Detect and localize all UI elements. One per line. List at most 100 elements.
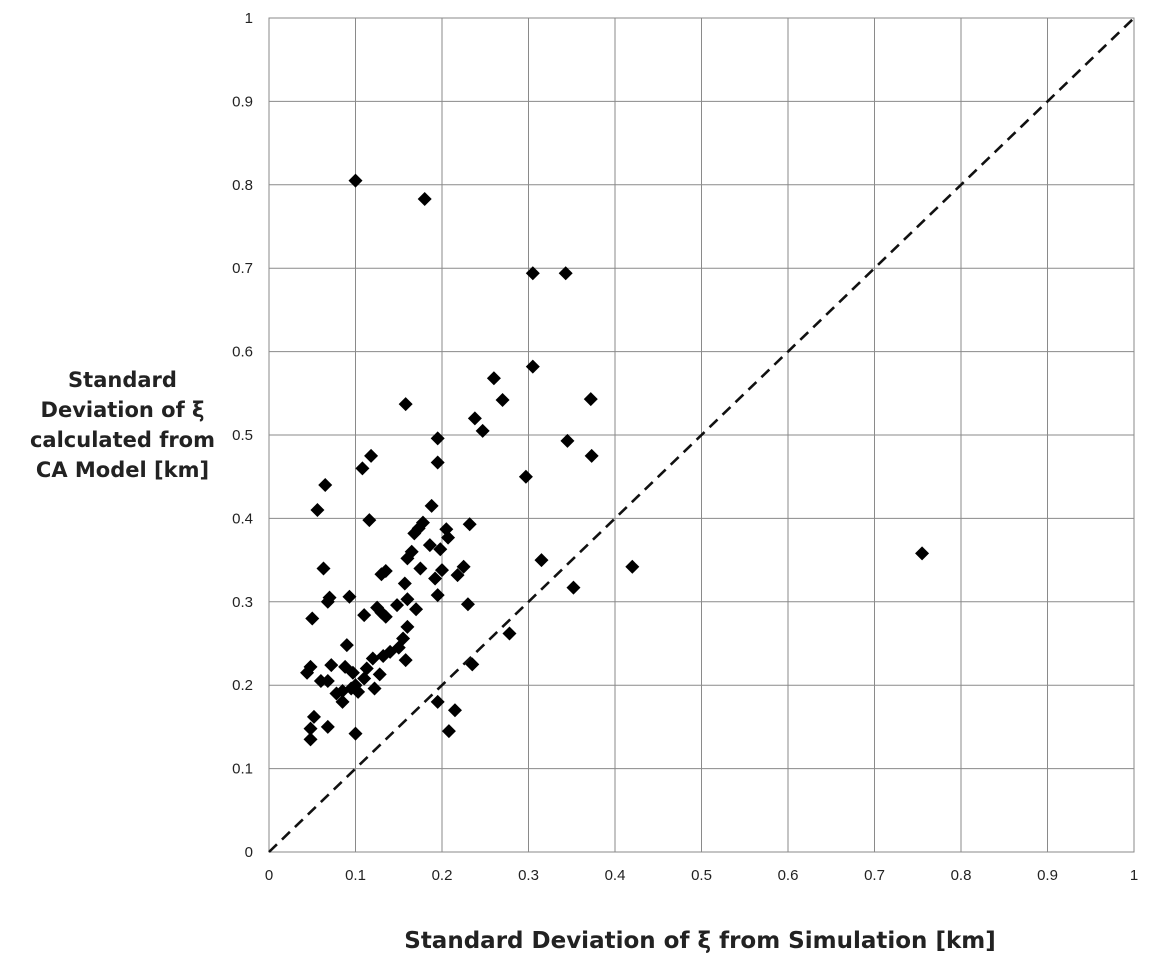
data-point <box>433 542 448 557</box>
data-point <box>435 563 449 578</box>
data-point <box>566 580 581 595</box>
data-point <box>447 703 462 718</box>
x-tick-label: 0.3 <box>518 867 539 884</box>
y-axis-title: Standard Deviation of ξ calculated from … <box>10 365 235 485</box>
x-tick-label: 0.7 <box>864 867 885 884</box>
data-point <box>348 173 363 188</box>
y-axis-title-line: CA Model [km] <box>35 458 210 482</box>
data-point <box>424 498 439 513</box>
data-point <box>303 732 318 747</box>
y-tick-label: 0.7 <box>232 260 253 277</box>
data-point <box>407 526 422 541</box>
data-point <box>351 684 366 699</box>
y-tick-label: 0.3 <box>232 594 253 611</box>
data-point <box>306 709 321 724</box>
data-point <box>318 478 333 493</box>
data-point <box>329 686 344 701</box>
reference-line <box>268 17 1135 853</box>
data-point <box>525 266 540 281</box>
data-point <box>316 561 331 576</box>
y-axis-title-line: Deviation of ξ <box>40 398 205 422</box>
y-tick-label: 0.4 <box>232 510 253 527</box>
data-point <box>345 665 360 680</box>
data-point <box>364 448 379 463</box>
data-point <box>355 461 370 476</box>
data-point <box>348 726 363 741</box>
data-point <box>398 653 413 668</box>
data-point <box>413 561 428 576</box>
data-point <box>428 571 443 586</box>
data-point <box>560 433 575 448</box>
data-point <box>374 567 389 582</box>
y-tick-label: 0.9 <box>232 93 253 110</box>
y-tick-label: 0.6 <box>232 344 253 361</box>
data-point <box>502 626 517 641</box>
x-tick-label: 0.9 <box>1037 867 1058 884</box>
x-tick-label: 0.1 <box>345 867 366 884</box>
y-tick-label: 0.5 <box>232 427 253 444</box>
data-point <box>467 411 482 426</box>
data-point <box>518 469 533 484</box>
x-tick-label: 0.8 <box>951 867 972 884</box>
grid-lines <box>268 17 1135 853</box>
data-point <box>465 657 480 672</box>
x-tick-label: 1 <box>1130 867 1138 884</box>
data-point <box>320 594 335 609</box>
y-tick-label: 0.1 <box>232 761 253 778</box>
data-point <box>430 431 445 446</box>
data-point <box>303 721 318 736</box>
reference-line-group <box>268 17 1135 853</box>
y-axis-ticks: 0 0.1 0.2 0.3 0.4 0.5 0.6 0.7 0.8 0.9 1 <box>232 10 253 861</box>
y-axis-title-line: Standard <box>68 368 177 392</box>
data-point <box>409 602 424 617</box>
data-point <box>430 588 445 603</box>
data-point <box>357 608 372 623</box>
data-point <box>339 638 354 653</box>
x-axis-ticks: 0 0.1 0.2 0.3 0.4 0.5 0.6 0.7 0.8 0.9 1 <box>265 867 1138 884</box>
data-point <box>430 694 445 709</box>
data-point <box>430 455 445 470</box>
x-tick-label: 0 <box>265 867 273 884</box>
data-point <box>400 551 415 566</box>
x-tick-label: 0.4 <box>605 867 626 884</box>
data-point <box>305 611 320 626</box>
data-point <box>359 661 374 676</box>
x-tick-label: 0.6 <box>778 867 799 884</box>
data-point <box>378 609 393 624</box>
data-point <box>400 592 415 607</box>
data-point <box>397 576 412 591</box>
data-point <box>390 598 405 613</box>
data-point <box>357 671 372 686</box>
data-point <box>558 266 573 281</box>
data-point <box>417 191 432 206</box>
data-point <box>342 589 357 604</box>
data-point <box>625 559 640 574</box>
x-axis-title: Standard Deviation of ξ from Simulation … <box>404 928 995 954</box>
data-point <box>362 513 377 528</box>
data-point <box>365 651 380 666</box>
data-point <box>534 553 549 568</box>
data-point <box>398 397 413 412</box>
data-point <box>324 658 339 673</box>
data-point <box>372 667 387 682</box>
data-point <box>486 371 501 386</box>
data-point <box>441 530 456 545</box>
data-point <box>915 546 930 561</box>
x-tick-label: 0.5 <box>691 867 712 884</box>
y-tick-label: 1 <box>245 10 253 27</box>
data-point <box>525 359 540 374</box>
data-point <box>335 694 350 709</box>
y-tick-label: 0.2 <box>232 677 253 694</box>
data-points <box>300 173 930 747</box>
y-axis-title-line: calculated from <box>29 428 215 452</box>
data-point <box>422 538 437 553</box>
data-point <box>456 559 471 574</box>
data-point <box>310 503 325 518</box>
data-point <box>584 448 599 463</box>
data-point <box>300 665 315 680</box>
data-point <box>320 674 335 689</box>
data-point <box>462 517 477 532</box>
data-point <box>441 724 456 739</box>
data-point <box>367 681 382 696</box>
data-point <box>583 392 598 407</box>
